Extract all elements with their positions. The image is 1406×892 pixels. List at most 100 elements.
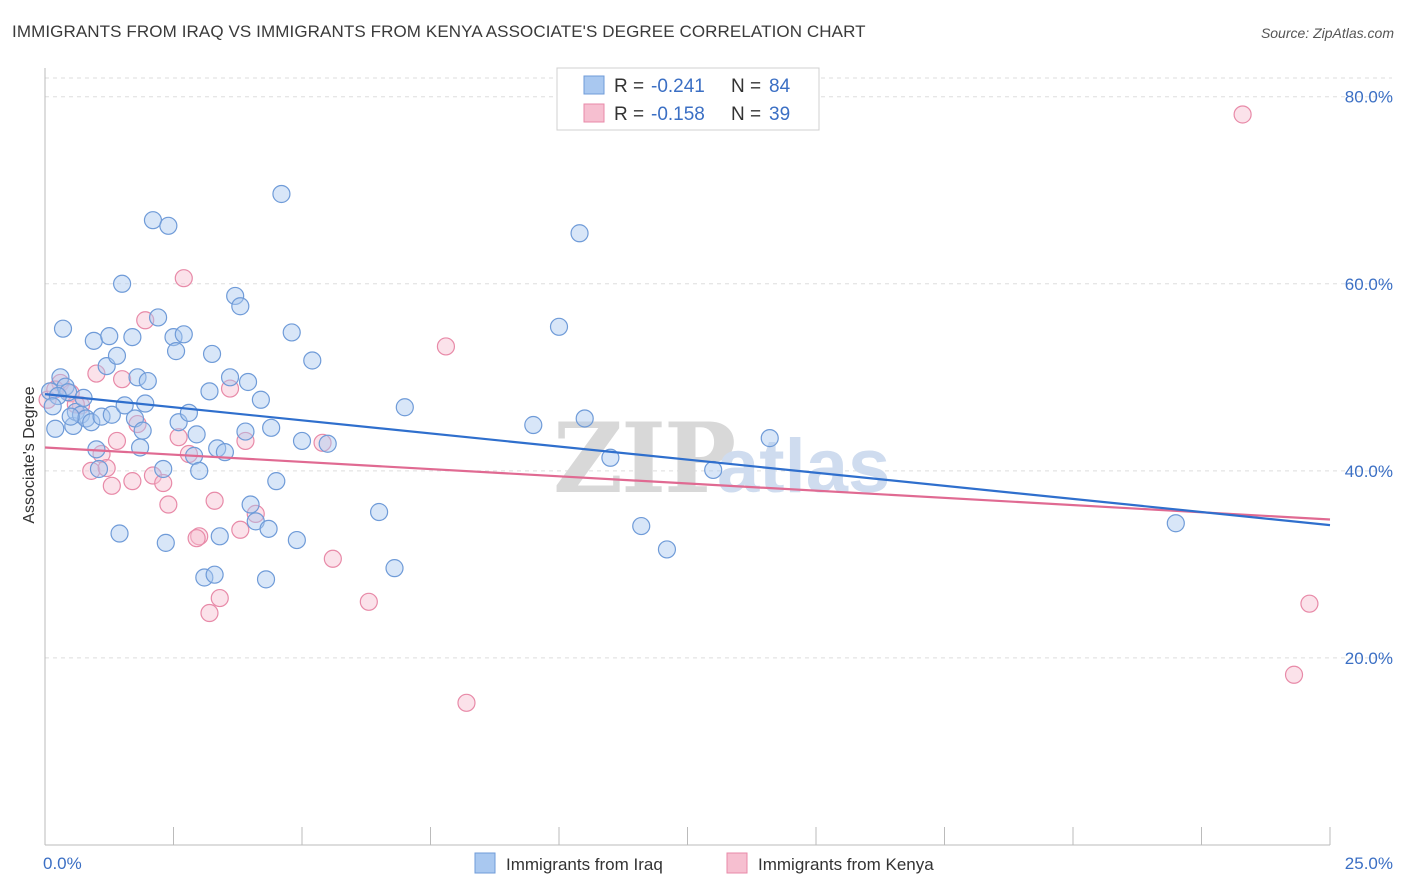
iraq-point [632, 516, 651, 536]
y-tick-label: 20.0% [1345, 649, 1393, 668]
kenya-point [323, 549, 342, 568]
iraq-point [187, 425, 206, 444]
iraq-point [570, 224, 589, 243]
iraq-point [138, 371, 157, 391]
kenya-point [123, 472, 142, 491]
kenya-point [246, 504, 265, 523]
iraq-point [303, 351, 322, 370]
kenya-point [159, 495, 178, 514]
iraq-point [174, 325, 193, 344]
iraq-point [231, 297, 250, 316]
iraq-point [133, 421, 152, 440]
iraq-point [259, 519, 278, 538]
series-legend: Immigrants from Iraq Immigrants from Ken… [474, 852, 934, 874]
iraq-point [601, 448, 620, 467]
iraq-point [112, 274, 132, 293]
bottom-legend-swatch-kenya [726, 852, 748, 874]
kenya-point [359, 592, 378, 611]
legend-swatch-iraq [583, 75, 605, 95]
iraq-point [205, 565, 224, 584]
x-tick-labels: 0.0% 25.0% [43, 854, 1393, 873]
bottom-legend-label-kenya: Immigrants from Kenya [758, 855, 934, 874]
iraq-point [287, 530, 306, 550]
kenya-point [97, 458, 116, 478]
iraq-point [43, 397, 62, 416]
kenya-point [436, 337, 456, 356]
iraq-points [41, 184, 1185, 589]
iraq-point [318, 434, 337, 453]
kenya-point [102, 476, 121, 495]
iraq-point [102, 405, 121, 424]
kenya-point [313, 433, 332, 452]
kenya-point [210, 588, 229, 608]
axes [44, 68, 1331, 846]
iraq-point [110, 524, 129, 543]
kenya-point [205, 491, 224, 510]
kenya-point [1233, 105, 1252, 124]
iraq-point [256, 570, 276, 589]
source-label: Source: ZipAtlas.com [1260, 25, 1394, 41]
iraq-point [760, 429, 779, 448]
y-axis-title: Associate's Degree [21, 386, 38, 523]
iraq-point [210, 527, 229, 546]
iraq-point [143, 211, 163, 230]
iraq-point [123, 327, 142, 347]
iraq-trend-line [44, 393, 1331, 527]
iraq-point [272, 184, 291, 204]
watermark-atlas: atlas [717, 424, 890, 509]
kenya-point [174, 269, 193, 288]
legend-swatch-kenya [583, 103, 605, 123]
iraq-point [159, 216, 178, 235]
iraq-point [251, 390, 270, 409]
iraq-point [128, 368, 147, 387]
kenya-point [1284, 665, 1304, 684]
iraq-point [53, 319, 73, 338]
iraq-point [1166, 514, 1185, 533]
iraq-point [292, 431, 312, 451]
iraq-point [51, 368, 70, 387]
correlation-legend: R = -0.241 N = 84 R = -0.158 N = 39 [556, 67, 820, 131]
iraq-point [107, 346, 127, 365]
iraq-point [370, 502, 389, 522]
iraq-point [82, 413, 101, 432]
legend-n-value-kenya: 39 [769, 104, 790, 125]
iraq-point [202, 344, 222, 364]
iraq-point [282, 323, 301, 342]
iraq-point [195, 568, 214, 587]
iraq-point [524, 415, 543, 435]
iraq-point [549, 317, 569, 336]
iraq-point [238, 372, 258, 392]
x-tick-label: 25.0% [1345, 854, 1393, 873]
y-tick-label: 40.0% [1345, 462, 1393, 481]
iraq-point [200, 382, 219, 401]
iraq-point [704, 460, 723, 480]
iraq-point [46, 419, 65, 438]
chart-title: IMMIGRANTS FROM IRAQ VS IMMIGRANTS FROM … [12, 22, 866, 41]
iraq-point [156, 533, 175, 552]
iraq-point [148, 308, 168, 327]
kenya-point [231, 520, 250, 539]
kenya-point [200, 603, 219, 623]
iraq-point [220, 368, 240, 387]
watermark: ZIP atlas [553, 402, 890, 515]
kenya-point [169, 428, 188, 447]
kenya-point [112, 370, 132, 389]
kenya-point [107, 431, 127, 451]
y-tick-label: 60.0% [1345, 275, 1393, 294]
kenya-point [187, 529, 206, 548]
legend-r-value-iraq: -0.241 [651, 76, 705, 97]
kenya-point [143, 466, 163, 485]
iraq-point [262, 418, 281, 437]
x-tick-label: 0.0% [43, 854, 82, 873]
kenya-point [190, 527, 209, 546]
iraq-point [395, 398, 414, 417]
grid-lines [45, 77, 1392, 659]
iraq-point [166, 342, 186, 361]
iraq-point [169, 413, 188, 432]
iraq-point [61, 407, 80, 426]
kenya-point [1300, 594, 1319, 613]
iraq-point [164, 327, 183, 347]
bottom-legend-swatch-iraq [474, 852, 496, 874]
iraq-point [89, 459, 109, 479]
